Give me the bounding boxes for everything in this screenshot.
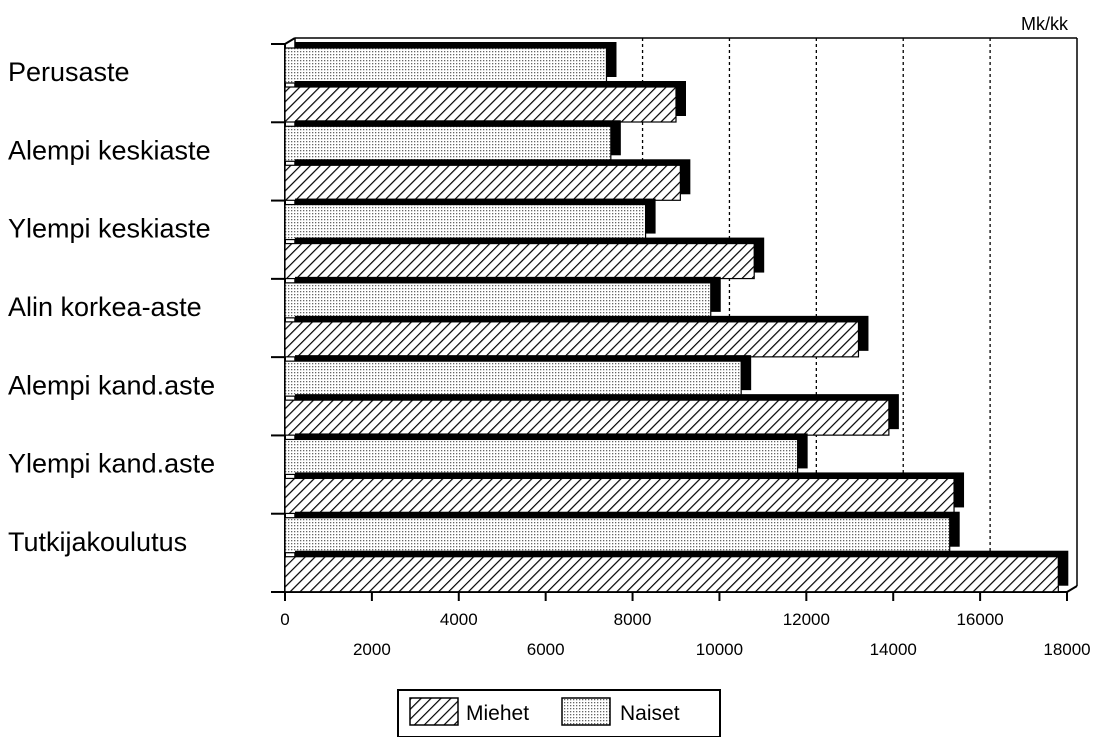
x-tick-label: 14000 xyxy=(870,640,917,659)
y-axis-depth-edge xyxy=(284,37,296,45)
category-label: Ylempi kand.aste xyxy=(8,449,215,479)
bar-miehet xyxy=(284,477,955,515)
x-axis-depth-edge xyxy=(1066,585,1078,593)
category-label: Tutkijakoulutus xyxy=(8,527,187,557)
category-label: Perusaste xyxy=(8,57,130,87)
bar-miehet xyxy=(284,321,860,358)
x-tick-label: 2000 xyxy=(353,640,391,659)
bar-miehet xyxy=(284,399,890,436)
bar-naiset xyxy=(284,203,647,241)
legend-label-naiset: Naiset xyxy=(620,702,680,725)
x-tick-label: 6000 xyxy=(527,640,565,659)
legend: Miehet Naiset xyxy=(397,689,721,737)
category-label: Alempi kand.aste xyxy=(8,370,215,400)
x-tick-label: 4000 xyxy=(440,610,478,629)
category-label: Alempi keskiaste xyxy=(8,135,211,165)
bar-naiset xyxy=(284,517,951,554)
bar-miehet xyxy=(284,242,755,280)
legend-label-miehet: Miehet xyxy=(466,702,529,725)
category-label: Alin korkea-aste xyxy=(8,292,202,322)
bar-naiset xyxy=(284,282,712,319)
bar-naiset xyxy=(284,125,612,162)
x-tick-label: 12000 xyxy=(783,610,830,629)
x-tick-label: 10000 xyxy=(696,640,743,659)
category-label: Ylempi keskiaste xyxy=(8,214,211,244)
x-tick-label: 0 xyxy=(280,610,289,629)
bar-naiset xyxy=(284,360,742,397)
legend-swatch-naiset xyxy=(561,697,611,726)
bar-miehet xyxy=(284,86,677,123)
bar-naiset xyxy=(284,47,608,84)
bar-miehet xyxy=(284,556,1059,593)
x-tick-label: 8000 xyxy=(614,610,652,629)
bar-miehet xyxy=(284,164,681,201)
unit-label: Mk/kk xyxy=(1021,14,1069,34)
legend-swatch-miehet xyxy=(409,697,459,726)
x-tick-label: 18000 xyxy=(1043,640,1090,659)
bar-naiset xyxy=(284,438,799,476)
x-tick-label: 16000 xyxy=(956,610,1003,629)
